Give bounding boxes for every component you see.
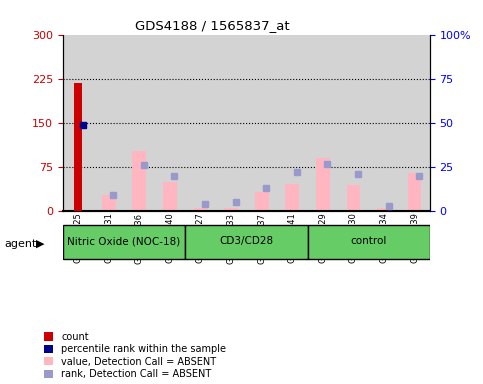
Bar [63,35,93,211]
Bar [285,184,299,211]
Bar [163,182,177,211]
Text: GDS4188 / 1565837_at: GDS4188 / 1565837_at [135,19,290,32]
Bar [185,35,216,211]
Bar [346,185,360,211]
Bar [194,208,207,211]
Bar [377,208,391,211]
Bar [124,35,155,211]
Bar [185,225,308,259]
Text: Nitric Oxide (NOC-18): Nitric Oxide (NOC-18) [67,236,181,246]
Text: ▶: ▶ [36,239,45,249]
Bar [246,35,277,211]
Bar [277,35,308,211]
Bar [338,35,369,211]
Bar [63,225,185,259]
Bar [74,83,82,211]
Legend: count, percentile rank within the sample, value, Detection Call = ABSENT, rank, : count, percentile rank within the sample… [43,332,226,379]
Bar [255,192,269,211]
Text: CD3/CD28: CD3/CD28 [219,236,273,246]
Bar [224,208,238,211]
Bar [399,35,430,211]
Text: agent: agent [5,239,37,249]
Bar [155,35,185,211]
Bar [369,35,399,211]
Bar [132,151,146,211]
Bar [102,195,115,211]
Bar [93,35,124,211]
Text: control: control [351,236,387,246]
Bar [316,158,330,211]
Bar [308,35,338,211]
Bar [408,173,422,211]
Bar [308,225,430,259]
Bar [216,35,246,211]
